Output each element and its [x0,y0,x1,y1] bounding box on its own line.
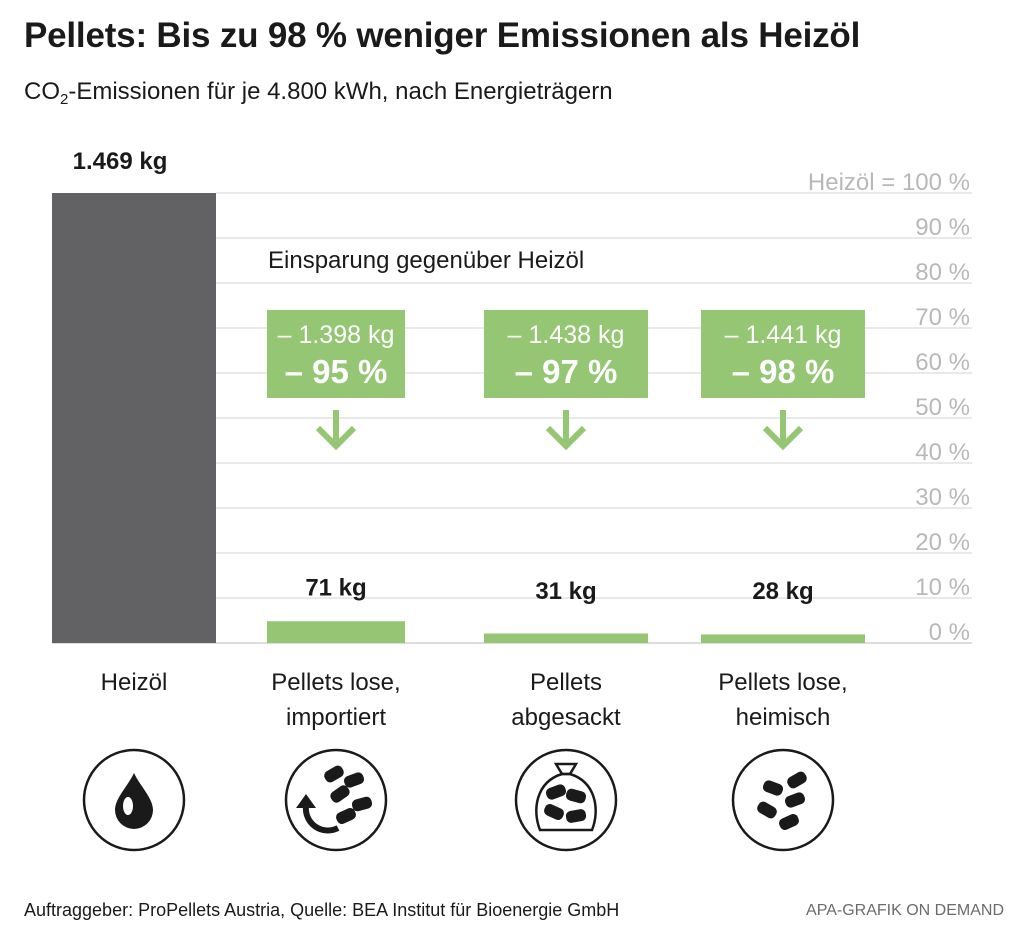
category-label: Pellets [530,669,602,696]
arrow-head [315,425,357,451]
chart-title: Pellets: Bis zu 98 % weniger Emissionen … [24,16,861,55]
y-tick-label: 90 % [915,214,970,241]
bar [701,634,865,643]
savings-kg-label: – 1.441 kg [725,321,842,349]
cycle-arrow-head [296,794,316,808]
savings-kg-label: – 1.398 kg [278,321,395,349]
pellet-shape [544,803,564,821]
pellet-shape [784,792,806,808]
cycle-arrow [302,805,340,834]
chart-subtitle: CO2-Emissionen für je 4.800 kWh, nach En… [24,78,613,108]
category-label: Pellets lose, [271,669,400,696]
y-tick-label: 70 % [915,304,970,331]
pellet-shape [762,780,784,796]
footer-credit: APA-GRAFIK ON DEMAND [806,902,1004,919]
savings-percent-label: – 95 % [285,353,388,390]
drop-highlight [123,797,133,815]
category-label: Pellets lose, [718,669,847,696]
savings-box [484,310,648,398]
savings-kg-label: – 1.438 kg [508,321,625,349]
pellet-shape [565,809,587,823]
subtitle-subscript: 2 [60,91,69,108]
category-label: heimisch [736,704,831,731]
pellet-bag-icon [514,748,618,852]
bag-outline [535,772,597,832]
bar-value-label: 31 kg [535,578,596,605]
oil-drop-icon [82,748,186,852]
y-tick-label: 20 % [915,529,970,556]
pellet-shape [343,772,365,788]
y-tick-label: 80 % [915,259,970,286]
category-label: Heizöl [101,669,168,696]
pellet-shape [336,807,356,825]
pellet-shape [545,784,567,800]
down-arrow-icon [762,410,804,451]
y-tick-label: 30 % [915,484,970,511]
y-tick-label: 40 % [915,439,970,466]
subtitle-rest: -Emissionen für je 4.800 kWh, nach Energ… [68,78,613,105]
pellet-shape [330,785,350,803]
pellet-shape [779,813,799,831]
savings-box [267,310,405,398]
y-tick-label: 50 % [915,394,970,421]
arrow-head [545,425,587,451]
down-arrow-icon [315,410,357,451]
arrow-head [762,425,804,451]
bar-value-label: 28 kg [752,578,813,605]
savings-percent-label: – 98 % [732,353,835,390]
pellets-import-icon [284,748,388,852]
savings-percent-label: – 97 % [515,353,618,390]
pellets-local-icon [731,748,835,852]
category-label: abgesackt [511,704,621,731]
y-tick-label: Heizöl = 100 % [808,169,970,196]
pellet-shape [757,801,777,819]
pellet-shape [351,796,373,812]
y-tick-label: 0 % [929,619,970,646]
bar-chart: Heizöl = 100 % 90 % 80 % 70 % 60 % 50 % 40 % 30… [52,148,972,852]
subtitle-prefix: CO [24,78,60,105]
pellet-shape [324,765,344,783]
pellet-shape [787,771,807,789]
savings-box [701,310,865,398]
drop-shape [115,773,153,829]
icon-circle [731,748,835,852]
category-label: importiert [286,704,386,731]
bar [52,193,216,643]
pellet-shape [565,788,587,804]
bar-value-label: 71 kg [305,574,366,601]
y-tick-label: 60 % [915,349,970,376]
bar [484,633,648,643]
bar-value-label: 1.469 kg [73,148,168,175]
icon-circle [514,748,618,852]
down-arrow-icon [545,410,587,451]
footer-source: Auftraggeber: ProPellets Austria, Quelle… [24,900,620,920]
y-tick-label: 10 % [915,574,970,601]
bar [267,621,405,643]
savings-title: Einsparung gegenüber Heizöl [268,247,584,274]
